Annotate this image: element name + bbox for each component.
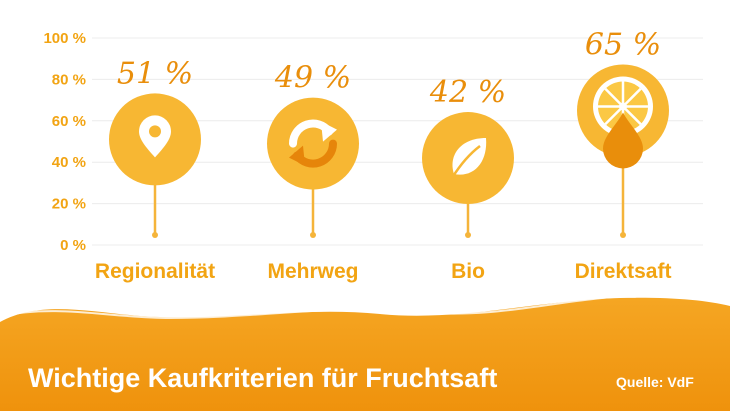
chart-marks: 51 % 49 % 42 % 65 % bbox=[109, 27, 669, 238]
y-axis-tick-labels: 0 % 20 % 40 % 60 % 80 % 100 % bbox=[43, 30, 86, 254]
bar-lollipop: 42 % bbox=[422, 75, 514, 238]
y-tick-label: 40 % bbox=[52, 154, 86, 171]
y-tick-label: 60 % bbox=[52, 113, 86, 130]
value-label: 42 % bbox=[429, 75, 506, 110]
bar-lollipop: 65 % bbox=[577, 27, 669, 238]
recycle-arrows-icon bbox=[289, 119, 337, 168]
leaf-icon bbox=[450, 138, 487, 179]
bar-lollipop: 51 % bbox=[109, 56, 201, 238]
y-tick-label: 0 % bbox=[60, 237, 86, 254]
value-label: 65 % bbox=[585, 27, 661, 62]
lollipop-head bbox=[267, 97, 359, 190]
value-label: 49 % bbox=[274, 61, 351, 96]
y-tick-label: 100 % bbox=[43, 30, 86, 47]
bar-lollipop: 49 % bbox=[267, 61, 359, 238]
category-label: Mehrweg bbox=[267, 260, 358, 283]
lollipop-base bbox=[310, 232, 316, 238]
value-label: 51 % bbox=[117, 56, 193, 91]
y-tick-label: 20 % bbox=[52, 196, 86, 213]
footer-wave bbox=[0, 294, 730, 411]
category-label: Direktsaft bbox=[575, 260, 672, 283]
lollipop-base bbox=[465, 232, 471, 238]
lollipop-base bbox=[152, 232, 158, 238]
location-pin-icon bbox=[139, 115, 171, 158]
orange-slice-drop-icon bbox=[593, 76, 653, 169]
source-label: Quelle: VdF bbox=[616, 374, 694, 390]
category-labels: Regionalität Mehrweg Bio Direktsaft bbox=[95, 260, 672, 283]
y-tick-label: 80 % bbox=[52, 71, 86, 88]
lollipop-base bbox=[620, 232, 626, 238]
chart-title: Wichtige Kaufkriterien für Fruchtsaft bbox=[28, 363, 498, 393]
category-label: Bio bbox=[451, 260, 485, 283]
category-label: Regionalität bbox=[95, 260, 215, 283]
